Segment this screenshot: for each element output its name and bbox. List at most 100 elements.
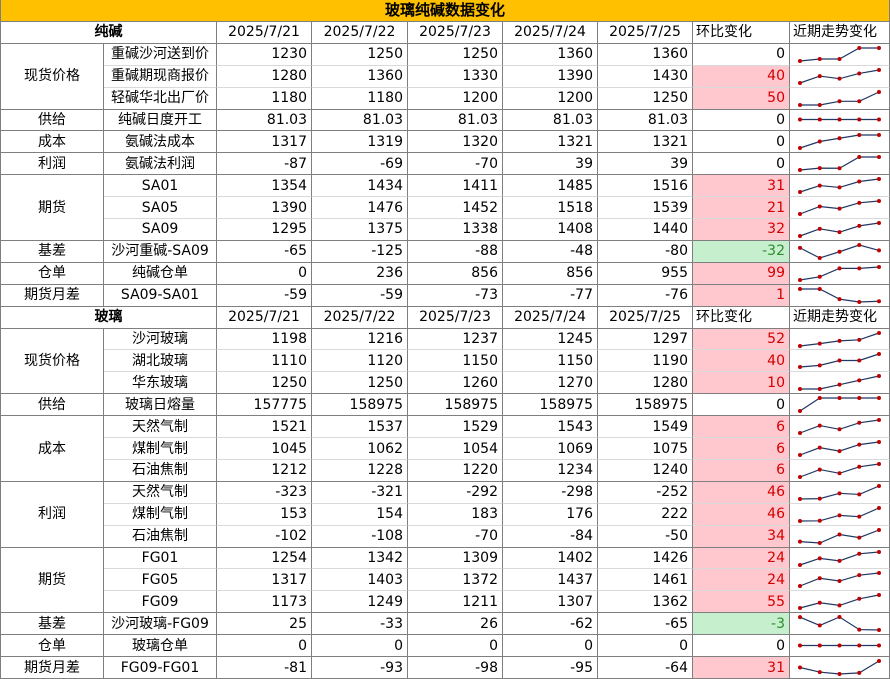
sparkline-line (799, 529, 880, 544)
sparkline-point (837, 117, 842, 122)
trend-cell (790, 503, 890, 526)
date-header: 2025/7/21 (217, 21, 312, 44)
value-cell: 1245 (503, 328, 598, 351)
trend-cell (790, 416, 890, 439)
sparkline-point (817, 518, 822, 523)
value-cell: 0 (598, 635, 693, 658)
sparkline-point (857, 98, 862, 103)
section-header-label: 纯碱 (1, 21, 217, 44)
trend-cell (790, 219, 890, 241)
change-cell: 31 (693, 175, 790, 198)
value-cell: 1539 (598, 197, 693, 220)
value-cell: 1190 (598, 350, 693, 373)
sparkline-point (798, 365, 802, 370)
trend-cell (790, 109, 890, 132)
sparkline-point (877, 155, 881, 160)
sparkline-point (857, 299, 862, 304)
date-header: 2025/7/22 (312, 306, 408, 329)
sparkline-point (837, 185, 842, 190)
item-label: 华东玻璃 (104, 372, 217, 395)
sparkline-point (877, 483, 881, 488)
value-cell: 1330 (408, 65, 503, 88)
change-cell: 24 (693, 547, 790, 570)
trend-cell (790, 262, 890, 285)
value-cell: 0 (217, 635, 312, 658)
sparkline (798, 67, 881, 85)
value-cell: -64 (598, 657, 693, 679)
sparkline-point (817, 73, 822, 78)
value-cell: 158975 (503, 394, 598, 417)
value-cell: -93 (312, 657, 408, 679)
sparkline-point (798, 80, 802, 85)
trend-cell (790, 394, 890, 417)
sparkline-point (817, 183, 822, 188)
sparkline (798, 177, 881, 195)
value-cell: 856 (408, 262, 503, 285)
value-cell: 1295 (217, 219, 312, 241)
item-label: SA01 (104, 175, 217, 198)
trend-cell (790, 459, 890, 482)
change-cell: 0 (693, 394, 790, 417)
trend-cell (790, 613, 890, 636)
sparkline-point (857, 133, 862, 138)
value-cell: -48 (503, 240, 598, 263)
value-cell: -252 (598, 481, 693, 504)
sparkline-point (798, 146, 802, 151)
sparkline-point (837, 230, 842, 235)
value-cell: -69 (312, 153, 408, 176)
sparkline-point (877, 220, 881, 225)
change-cell: 40 (693, 65, 790, 88)
value-cell: -81 (217, 657, 312, 679)
sparkline-point (817, 555, 822, 560)
value-cell: 1250 (408, 43, 503, 66)
item-label: 重碱期现商报价 (104, 65, 217, 88)
sparkline-point (837, 449, 842, 454)
value-cell: 236 (312, 262, 408, 285)
trend-cell (790, 591, 890, 614)
sparkline-point (837, 56, 842, 61)
value-cell: 39 (503, 153, 598, 176)
value-cell: 25 (217, 613, 312, 636)
sparkline-point (798, 233, 802, 238)
sparkline-point (798, 474, 802, 479)
sparkline-point (877, 374, 881, 379)
value-cell: 222 (598, 503, 693, 526)
value-cell: 1360 (598, 43, 693, 66)
value-cell: 158975 (408, 394, 503, 417)
sparkline-point (877, 248, 881, 253)
value-cell: 0 (408, 635, 503, 658)
trend-cell (790, 240, 890, 263)
sparkline-point (817, 576, 822, 581)
value-cell: 1338 (408, 219, 503, 241)
item-label: FG09-FG01 (104, 657, 217, 679)
category-label: 期货 (1, 547, 104, 614)
value-cell: 955 (598, 262, 693, 285)
sparkline-point (857, 358, 862, 363)
sparkline-point (798, 190, 802, 195)
change-cell: 24 (693, 569, 790, 592)
value-cell: 158975 (312, 394, 408, 417)
sparkline-point (817, 387, 822, 392)
trend-cell (790, 438, 890, 460)
value-cell: 81.03 (598, 109, 693, 132)
sparkline-point (857, 179, 862, 184)
trend-cell (790, 481, 890, 504)
sparkline-point (817, 117, 822, 122)
item-label: 煤制气制 (104, 503, 217, 526)
trend-cell (790, 635, 890, 658)
value-cell: 1360 (312, 65, 408, 88)
value-cell: -70 (408, 153, 503, 176)
value-cell: 1250 (217, 372, 312, 395)
item-label: 沙河玻璃 (104, 328, 217, 351)
category-label: 仓单 (1, 262, 104, 285)
item-label: FG09 (104, 591, 217, 614)
value-cell: 1180 (312, 87, 408, 110)
sparkline-point (877, 643, 881, 648)
value-cell: 1120 (312, 350, 408, 373)
sparkline-point (877, 527, 881, 532)
value-cell: 1228 (312, 459, 408, 482)
sparkline-point (798, 665, 802, 670)
sparkline-point (857, 266, 862, 271)
value-cell: 1342 (312, 547, 408, 570)
sparkline-point (817, 102, 822, 107)
